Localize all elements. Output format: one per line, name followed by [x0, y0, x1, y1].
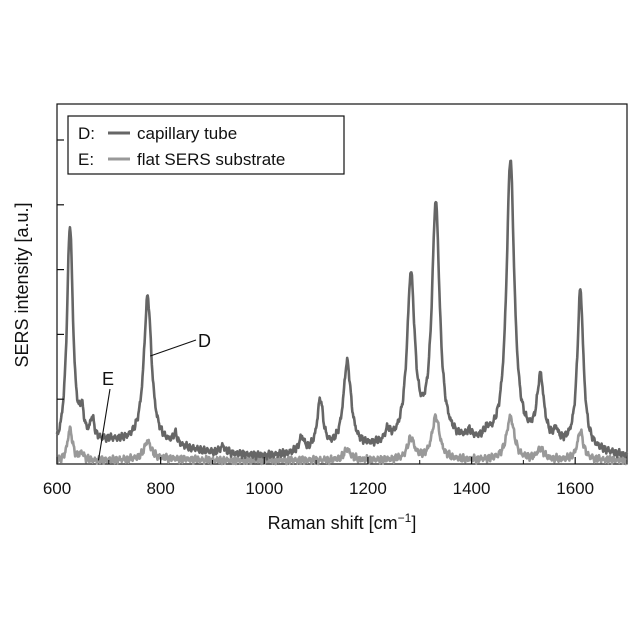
legend-prefix-e: E: [78, 150, 94, 169]
legend: D: capillary tube E: flat SERS substrate [68, 116, 344, 174]
x-tick-label: 1200 [349, 479, 387, 498]
legend-label-e: flat SERS substrate [137, 150, 285, 169]
annotation-label-d: D [198, 331, 211, 351]
annotation-leader-d [150, 340, 196, 356]
legend-prefix-d: D: [78, 124, 95, 143]
x-tick-label: 600 [43, 479, 71, 498]
series-e-line [57, 414, 627, 464]
y-axis-label: SERS intensity [a.u.] [12, 202, 32, 367]
x-tick-label: 800 [146, 479, 174, 498]
x-axis-label: Raman shift [cm−1] [268, 511, 417, 533]
x-axis-ticks: 600 800 1000 1200 1400 1600 [43, 457, 627, 498]
series-layer [57, 161, 627, 464]
legend-label-d: capillary tube [137, 124, 237, 143]
x-tick-label: 1000 [245, 479, 283, 498]
annotation-label-e: E [102, 369, 114, 389]
annotation-leader-e [98, 389, 110, 460]
series-d-line [57, 161, 627, 460]
x-tick-label: 1600 [556, 479, 594, 498]
x-tick-label: 1400 [453, 479, 491, 498]
y-axis-ticks [57, 140, 64, 399]
